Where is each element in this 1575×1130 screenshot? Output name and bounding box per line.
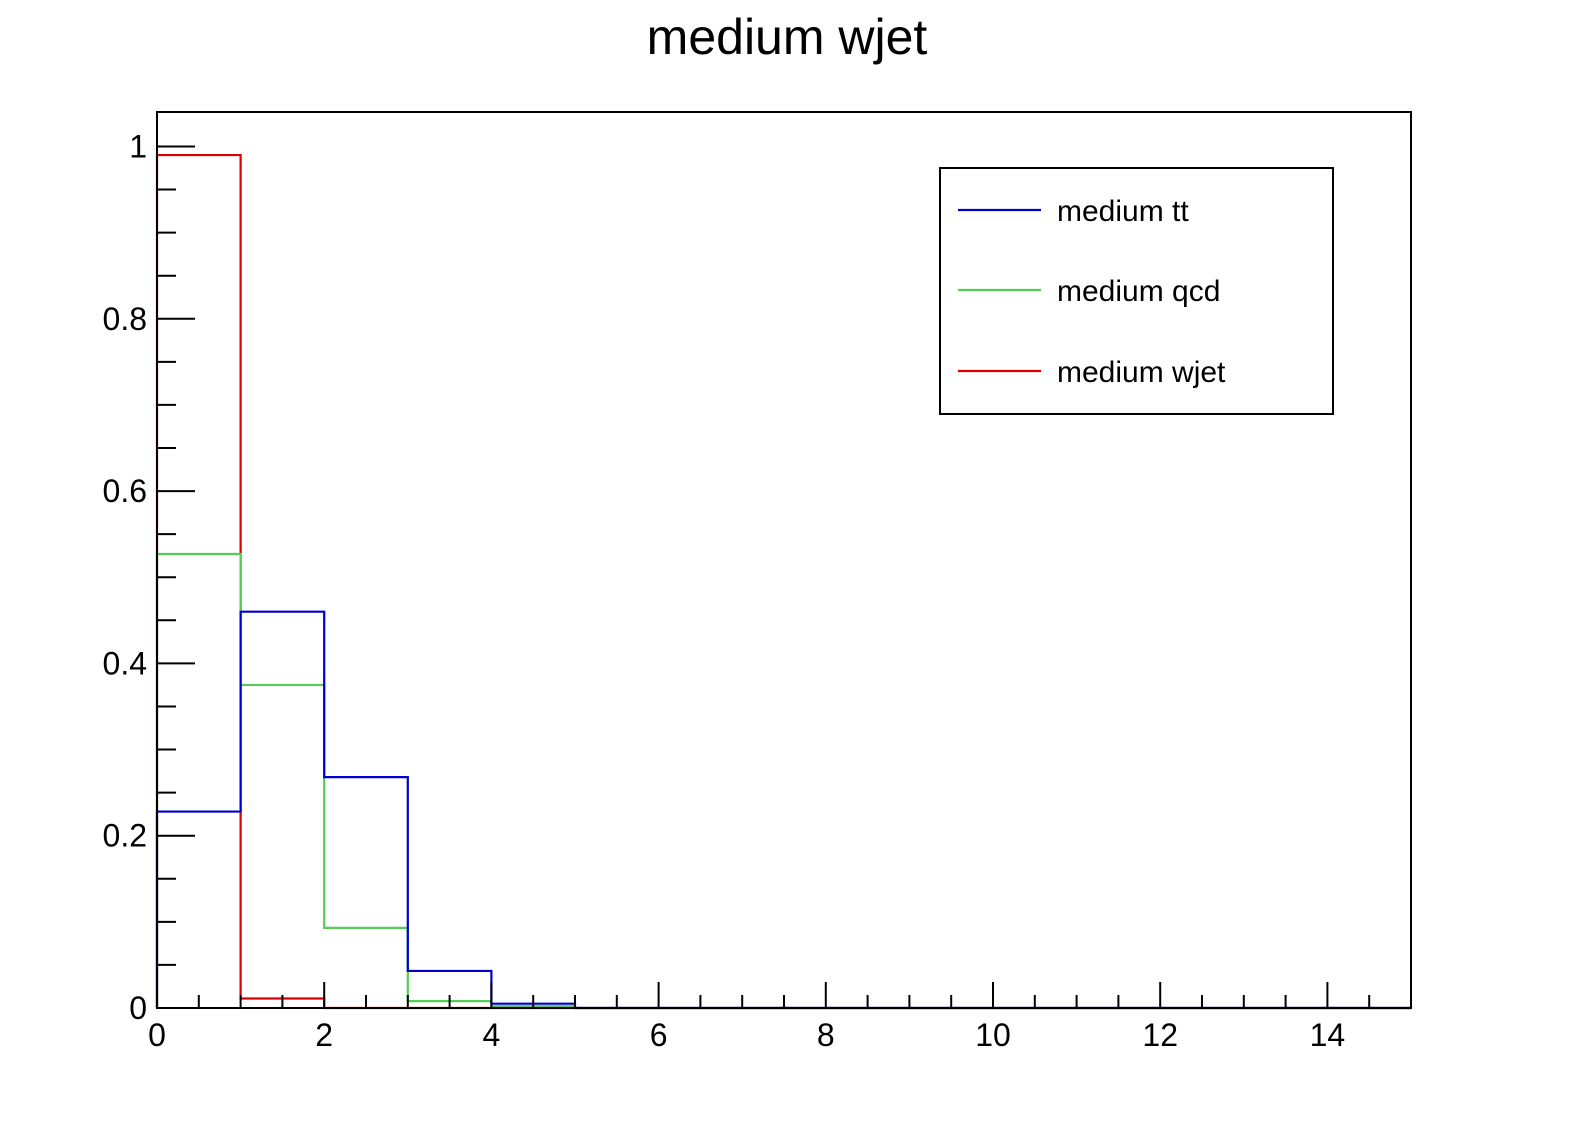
legend-label: medium tt <box>1057 195 1189 228</box>
y-axis: 0 0.2 0.4 0.6 0.8 1 <box>103 128 195 1026</box>
legend-entry-medium-qcd: medium qcd <box>958 275 1220 308</box>
x-tick-label: 6 <box>650 1017 668 1053</box>
series-line-medium-tt <box>155 610 1411 1010</box>
x-tick-label: 0 <box>148 1017 166 1053</box>
legend-entry-medium-tt: medium tt <box>958 195 1189 228</box>
x-tick-label: 10 <box>975 1017 1011 1053</box>
x-axis: 0 2 4 6 8 10 12 14 <box>148 982 1412 1053</box>
y-tick-label: 0.6 <box>103 473 147 509</box>
chart-title: medium wjet <box>647 9 928 65</box>
x-tick-label: 12 <box>1142 1017 1178 1053</box>
legend-entries: medium tt medium qcd medium wjet <box>958 195 1226 389</box>
x-tick-label: 4 <box>483 1017 501 1053</box>
series-line-medium-qcd <box>155 552 1411 1010</box>
series-medium-qcd <box>155 552 1411 1010</box>
series-medium-tt <box>155 610 1411 1010</box>
legend-label: medium wjet <box>1057 356 1226 389</box>
x-tick-label: 2 <box>315 1017 333 1053</box>
x-tick-label: 14 <box>1310 1017 1346 1053</box>
legend-entry-medium-wjet: medium wjet <box>958 356 1226 389</box>
x-tick-label: 8 <box>817 1017 835 1053</box>
y-tick-label: 0.2 <box>103 818 147 854</box>
legend: medium tt medium qcd medium wjet <box>939 167 1334 415</box>
y-tick-label: 0 <box>129 990 147 1026</box>
y-tick-label: 1 <box>129 128 147 164</box>
y-tick-label: 0.4 <box>103 645 147 681</box>
y-tick-label: 0.8 <box>103 301 147 337</box>
legend-label: medium qcd <box>1057 275 1220 308</box>
